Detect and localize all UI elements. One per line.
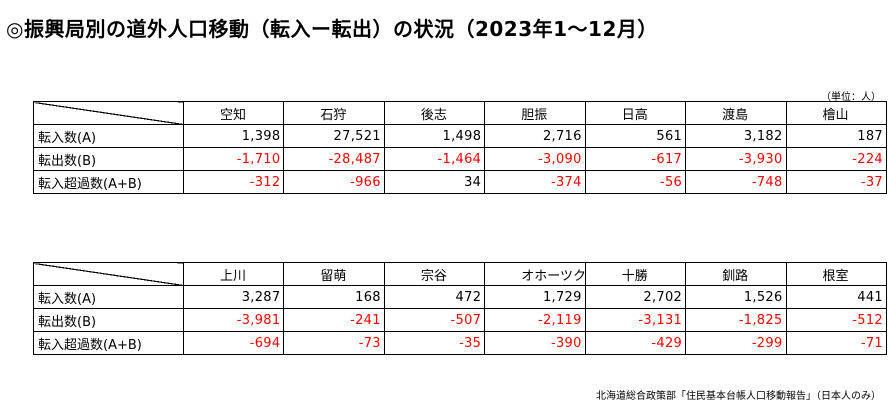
value-cell: -224	[785, 147, 888, 171]
value-cell: -35	[383, 331, 486, 355]
table-row: 転入数(A) 3,287 168 472 1,729 2,702 1,526 441	[33, 285, 888, 309]
region-header: 空知	[182, 101, 285, 125]
corner-cell	[33, 262, 184, 286]
region-header: 留萌	[283, 262, 385, 286]
value-cell: -71	[785, 331, 888, 355]
region-header: 根室	[785, 262, 888, 286]
value-cell: 2,702	[584, 285, 687, 309]
value-cell: 187	[785, 124, 888, 148]
value-cell: -73	[283, 331, 385, 355]
row-label: 転出数(B)	[33, 147, 184, 171]
value-cell: 34	[383, 170, 486, 194]
region-header: 石狩	[283, 101, 385, 125]
row-label: 転入超過数(A+B)	[33, 331, 184, 355]
value-cell: 561	[584, 124, 687, 148]
header-row: 上川 留萌 宗谷 オホーツク 十勝 釧路 根室	[33, 262, 888, 286]
value-cell: -3,930	[685, 147, 787, 171]
table-row: 転出数(B) -1,710 -28,487 -1,464 -3,090 -617 -3,93…	[33, 147, 888, 171]
value-cell: 1,398	[182, 124, 285, 148]
value-cell: -507	[383, 308, 486, 332]
value-cell: -312	[182, 170, 285, 194]
value-cell: -512	[785, 308, 888, 332]
migration-table-2: 上川 留萌 宗谷 オホーツク 十勝 釧路 根室 転入数(A) 3,287 168 47…	[33, 262, 888, 355]
row-label: 転出数(B)	[33, 308, 184, 332]
value-cell: -390	[484, 331, 586, 355]
region-header: 十勝	[584, 262, 687, 286]
value-cell: -1,710	[182, 147, 285, 171]
value-cell: -3,131	[584, 308, 687, 332]
value-cell: -748	[685, 170, 787, 194]
migration-table-1: 空知 石狩 後志 胆振 日高 渡島 檜山 転入数(A) 1,398 27,521 1,…	[33, 101, 888, 194]
value-cell: -617	[584, 147, 687, 171]
value-cell: 3,287	[182, 285, 285, 309]
value-cell: 472	[383, 285, 486, 309]
value-cell: -56	[584, 170, 687, 194]
region-header: 日高	[584, 101, 687, 125]
unit-note: （単位：人）	[821, 92, 881, 103]
value-cell: 27,521	[283, 124, 385, 148]
page-title: ◎振興局別の道外人口移動（転入ー転出）の状況（2023年1～12月）	[6, 17, 658, 41]
row-label: 転入超過数(A+B)	[33, 170, 184, 194]
value-cell: 168	[283, 285, 385, 309]
value-cell: -3,981	[182, 308, 285, 332]
row-label: 転入数(A)	[33, 285, 184, 309]
source-note: 北海道総合政策部「住民基本台帳人口移動報告」（日本人のみ）	[596, 391, 881, 402]
region-header: 上川	[182, 262, 285, 286]
value-cell: -694	[182, 331, 285, 355]
value-cell: 1,526	[685, 285, 787, 309]
value-cell: -3,090	[484, 147, 586, 171]
value-cell: 1,729	[484, 285, 586, 309]
header-row: 空知 石狩 後志 胆振 日高 渡島 檜山	[33, 101, 888, 125]
value-cell: -37	[785, 170, 888, 194]
value-cell: -299	[685, 331, 787, 355]
region-header: 後志	[383, 101, 486, 125]
value-cell: -2,119	[484, 308, 586, 332]
region-header: 胆振	[484, 101, 586, 125]
value-cell: -1,825	[685, 308, 787, 332]
value-cell: -429	[584, 331, 687, 355]
value-cell: 1,498	[383, 124, 486, 148]
value-cell: 2,716	[484, 124, 586, 148]
table-row: 転入超過数(A+B) -312 -966 34 -374 -56 -748 -37	[33, 170, 888, 194]
table-row: 転入超過数(A+B) -694 -73 -35 -390 -429 -299 -71	[33, 331, 888, 355]
value-cell: -374	[484, 170, 586, 194]
table-row: 転出数(B) -3,981 -241 -507 -2,119 -3,131 -1,825 -5…	[33, 308, 888, 332]
region-header: 渡島	[685, 101, 787, 125]
value-cell: -1,464	[383, 147, 486, 171]
corner-cell	[33, 101, 184, 125]
value-cell: -28,487	[283, 147, 385, 171]
value-cell: -241	[283, 308, 385, 332]
table-row: 転入数(A) 1,398 27,521 1,498 2,716 561 3,182 187	[33, 124, 888, 148]
value-cell: -966	[283, 170, 385, 194]
region-header: 檜山	[785, 101, 888, 125]
region-header: 釧路	[685, 262, 787, 286]
value-cell: 441	[785, 285, 888, 309]
region-header: 宗谷	[383, 262, 486, 286]
row-label: 転入数(A)	[33, 124, 184, 148]
value-cell: 3,182	[685, 124, 787, 148]
region-header: オホーツク	[484, 262, 586, 286]
